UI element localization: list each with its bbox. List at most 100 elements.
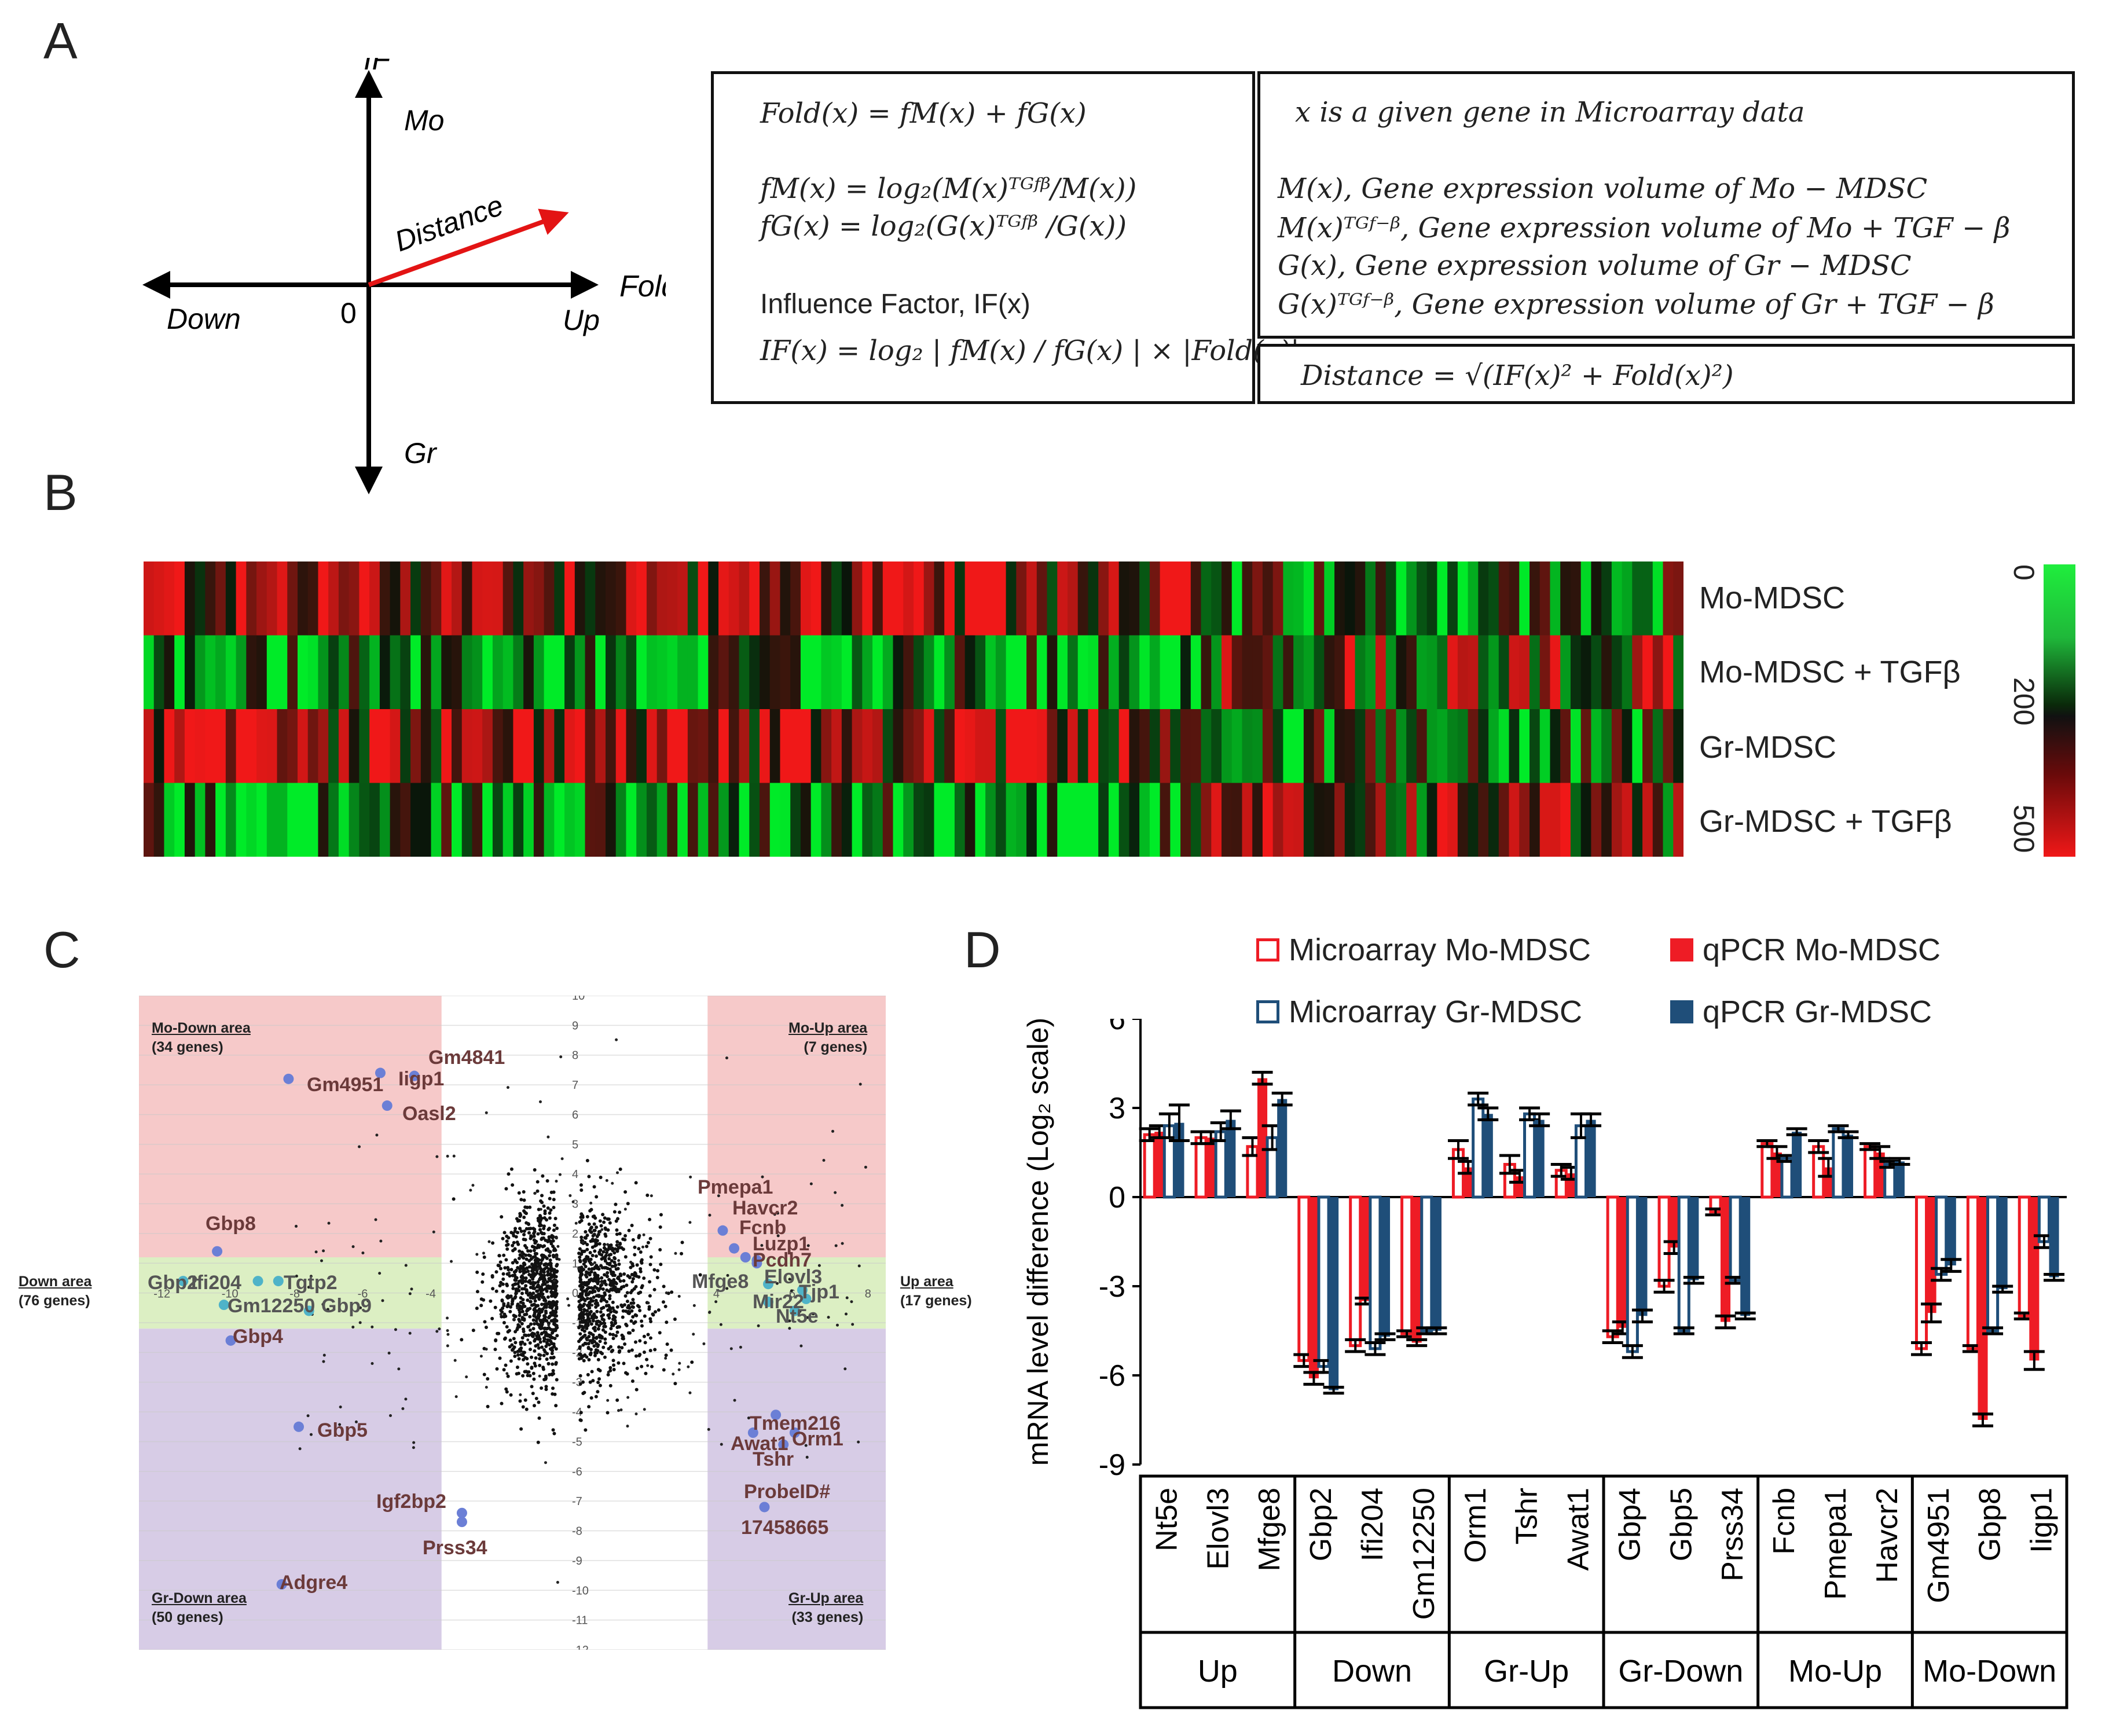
heatmap-cell — [349, 783, 360, 857]
heatmap-cell — [400, 635, 411, 710]
scatter-point — [526, 1269, 530, 1273]
heatmap-cell — [852, 561, 863, 636]
scatter-point — [708, 1213, 711, 1217]
scatter-point — [509, 1393, 513, 1397]
scatter-point — [523, 1279, 527, 1283]
scatter-point — [611, 1300, 615, 1304]
bar — [2029, 1197, 2040, 1361]
scatter-point — [314, 1250, 318, 1254]
heatmap-cell — [1283, 635, 1294, 710]
scatter-point — [529, 1322, 533, 1326]
heatmap-cell — [1006, 561, 1017, 636]
scatter-point — [613, 1257, 617, 1261]
heatmap-cell — [1036, 561, 1048, 636]
scatter-point — [552, 1198, 556, 1202]
scatter-point — [522, 1216, 526, 1220]
scatter-point — [500, 1298, 504, 1302]
scatter-point — [481, 1272, 485, 1276]
heatmap-cell — [1376, 635, 1387, 710]
scatter-point — [551, 1362, 555, 1366]
scatter-point — [607, 1217, 611, 1221]
heatmap-cell — [1190, 561, 1202, 636]
heatmap-cell — [1601, 635, 1612, 710]
scatter-point — [501, 1282, 505, 1286]
x-tick-label: -4 — [426, 1288, 436, 1301]
scatter-point — [581, 1354, 585, 1358]
heatmap-cell — [1570, 783, 1582, 857]
scatter-point — [536, 1280, 540, 1284]
heatmap-cell — [533, 709, 545, 783]
heatmap-cell — [1252, 561, 1263, 636]
labeled-gene-point — [178, 1276, 189, 1287]
scatter-point — [596, 1390, 600, 1394]
heatmap-cell — [307, 783, 319, 857]
scatter-point — [552, 1432, 556, 1436]
scatter-point — [537, 1308, 541, 1312]
bar — [1606, 1195, 1619, 1338]
scatter-point — [522, 1190, 526, 1194]
scatter-point — [540, 1231, 544, 1235]
scatter-point — [595, 1195, 599, 1199]
heatmap-cell — [1222, 561, 1233, 636]
heatmap-cell — [1047, 709, 1058, 783]
heatmap-cell — [841, 635, 853, 710]
heatmap-cell — [1026, 783, 1037, 857]
category-label: Iigp1 — [2025, 1488, 2059, 1553]
labeled-gene-point — [303, 1305, 314, 1316]
heatmap-cell — [503, 709, 514, 783]
scatter-point — [637, 1235, 641, 1239]
heatmap-cell — [1077, 783, 1089, 857]
scatter-point — [512, 1313, 516, 1317]
heatmap-cell — [359, 561, 370, 636]
heatmap-cell — [1488, 635, 1499, 710]
scatter-point — [617, 1350, 621, 1354]
scatter-point — [535, 1246, 539, 1250]
scatter-point — [725, 1287, 729, 1290]
heatmap-cell — [1385, 561, 1397, 636]
scatter-point — [545, 1289, 549, 1293]
x-tick-label: 4 — [713, 1288, 720, 1301]
scatter-point — [597, 1324, 601, 1328]
scatter-point — [599, 1334, 603, 1338]
heatmap-cell — [452, 783, 463, 857]
heatmap-cell — [903, 783, 914, 857]
heatmap-cell — [800, 635, 812, 710]
heatmap-cell — [1498, 783, 1510, 857]
scatter-point — [512, 1345, 516, 1349]
heatmap-cell — [1068, 709, 1079, 783]
labeled-gene-point — [771, 1410, 782, 1421]
scatter-point — [776, 1212, 780, 1215]
heatmap-cell — [205, 783, 216, 857]
scatter-point — [519, 1393, 522, 1396]
y-tick-label: -3 — [1099, 1270, 1125, 1304]
heatmap-cell — [225, 635, 237, 710]
scatter-point — [658, 1331, 662, 1335]
scatter-point — [535, 1189, 540, 1193]
heatmap-cell — [1344, 635, 1356, 710]
scatter-point — [600, 1282, 604, 1285]
scatter-point — [574, 1221, 578, 1225]
scatter-point — [607, 1253, 611, 1257]
scatter-point — [550, 1372, 554, 1377]
heatmap-cell — [452, 561, 463, 636]
heatmap-cell — [1077, 635, 1089, 710]
heatmap-cell — [400, 709, 411, 783]
heatmap-cell — [1622, 635, 1633, 710]
scatter-point — [556, 1581, 559, 1584]
heatmap-cell — [1530, 783, 1541, 857]
gene-label-luzp1: Luzp1 — [753, 1233, 810, 1255]
heatmap-cell — [1560, 709, 1571, 783]
scatter-point — [541, 1274, 545, 1278]
scatter-point — [646, 1240, 650, 1245]
heatmap-cell — [1530, 635, 1541, 710]
scatter-point — [790, 1289, 793, 1293]
heatmap-cell — [1242, 783, 1253, 857]
scatter-point — [366, 1299, 370, 1302]
scatter-point — [689, 1175, 692, 1179]
bar — [1689, 1197, 1699, 1280]
heatmap-cell — [338, 783, 350, 857]
heatmap-cell — [349, 635, 360, 710]
heatmap-cell — [1673, 635, 1683, 710]
scatter-point — [520, 1291, 524, 1295]
heatmap-cell — [585, 561, 596, 636]
